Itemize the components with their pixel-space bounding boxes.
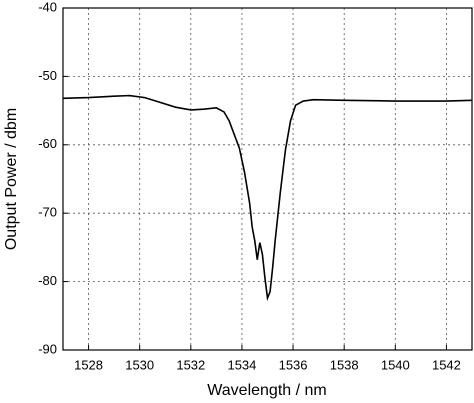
y-tick-label: -90 [38,341,57,356]
y-tick-label: -40 [38,0,57,14]
y-tick-label: -70 [38,205,57,220]
plot-frame [62,7,473,351]
y-axis-title: Output Power / dbm [3,108,20,250]
x-tick-label: 1538 [330,357,359,372]
data-line [62,94,473,302]
x-axis-title: Wavelength / nm [207,382,326,399]
x-tick-label: 1540 [381,357,410,372]
y-tick-label: -80 [38,273,57,288]
y-tick-label: -50 [38,68,57,83]
x-tick-label: 1536 [279,357,308,372]
x-tick-label: 1534 [227,357,256,372]
y-tick-label: -60 [38,136,57,151]
x-tick-label: 1532 [176,357,205,372]
x-tick-label: 1528 [74,357,103,372]
x-tick-label: 1542 [432,357,461,372]
x-tick-label: 1530 [125,357,154,372]
